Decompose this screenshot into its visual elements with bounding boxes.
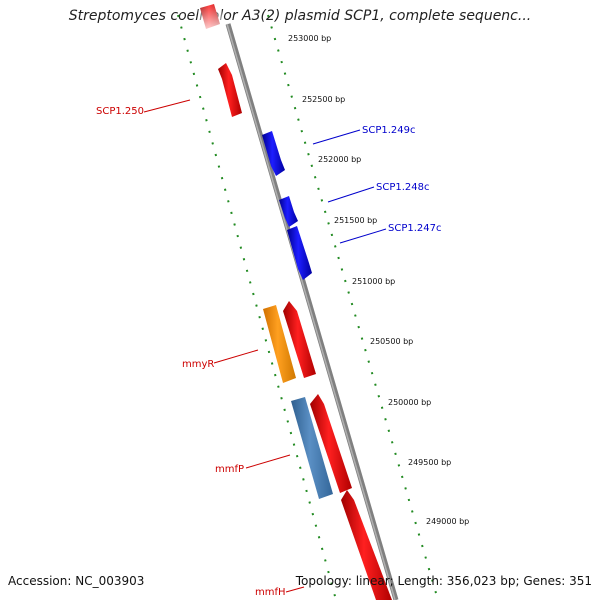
- gene-mmyr-adjacent[interactable]: [283, 301, 316, 378]
- gene-scp1-247c[interactable]: [287, 226, 312, 280]
- scale-label-252000: 252000 bp: [318, 155, 361, 164]
- scale-label-250500: 250500 bp: [370, 337, 413, 346]
- gene-mmyr[interactable]: [263, 305, 296, 383]
- map-title: Streptomyces coelicolor A3(2) plasmid SC…: [68, 8, 532, 24]
- leader-mmfp: [245, 454, 291, 469]
- gene-label-scp1-249c[interactable]: SCP1.249c: [362, 125, 416, 136]
- gene-label-mmfp[interactable]: mmfP: [215, 464, 244, 475]
- ruler-outer-left: [177, 14, 337, 600]
- gene-mmfp-adjacent[interactable]: [310, 394, 352, 493]
- leader-mmyr: [213, 349, 259, 364]
- gene-label-scp1-248c[interactable]: SCP1.248c: [376, 182, 430, 193]
- scale-label-251500: 251500 bp: [334, 216, 377, 225]
- scale-label-250000: 250000 bp: [388, 398, 431, 407]
- gene-scp1-250[interactable]: [218, 63, 242, 117]
- topology-text: Topology: linear; Length: 356,023 bp; Ge…: [295, 574, 592, 588]
- gene-mmfp[interactable]: [291, 397, 333, 499]
- scale-label-249000: 249000 bp: [426, 517, 469, 526]
- accession-text: Accession: NC_003903: [8, 574, 145, 588]
- leader-mmfh: [285, 586, 305, 593]
- gene-scp1-248c[interactable]: [279, 196, 298, 227]
- gene-label-scp1-247c[interactable]: SCP1.247c: [388, 223, 442, 234]
- leader-scp1-248c: [327, 186, 375, 203]
- gene-scp1-249c[interactable]: [262, 131, 285, 176]
- gene-label-mmyr[interactable]: mmyR: [182, 359, 214, 370]
- scale-label-249500: 249500 bp: [408, 458, 451, 467]
- scale-label-251000: 251000 bp: [352, 277, 395, 286]
- scale-label-252500: 252500 bp: [302, 95, 345, 104]
- gene-label-mmfh[interactable]: mmfH: [255, 587, 286, 598]
- gene-label-scp1-250[interactable]: SCP1.250: [96, 106, 144, 117]
- leader-scp1-249c: [312, 129, 361, 145]
- gene-mmfh[interactable]: [341, 490, 392, 600]
- genome-backbone: [225, 23, 399, 600]
- leader-scp1-250: [143, 99, 191, 113]
- scale-label-253000: 253000 bp: [288, 34, 331, 43]
- leader-scp1-247c: [339, 228, 387, 244]
